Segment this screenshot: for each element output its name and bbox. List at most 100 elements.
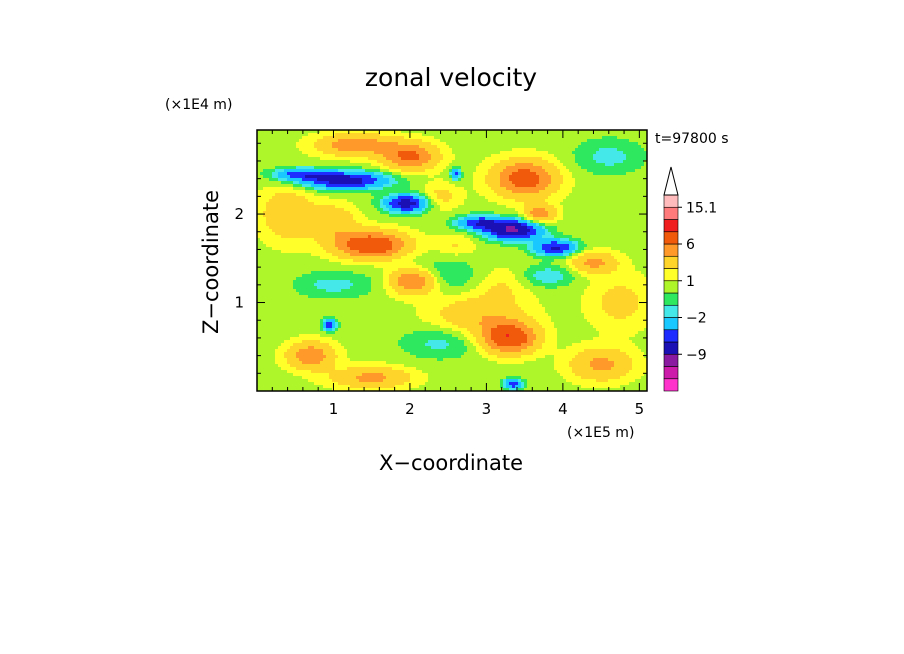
field-cell (632, 205, 636, 209)
field-cell (314, 151, 318, 155)
field-cell (362, 145, 366, 149)
field-cell (383, 142, 387, 146)
field-cell (632, 154, 636, 158)
field-cell (338, 148, 342, 152)
field-cell (578, 235, 582, 239)
field-cell (434, 166, 438, 170)
field-cell (413, 217, 417, 221)
field-cell (554, 238, 558, 242)
field-cell (350, 238, 354, 242)
field-cell (440, 139, 444, 143)
field-cell (392, 169, 396, 173)
field-cell (335, 190, 339, 194)
field-cell (380, 205, 384, 209)
field-cell (569, 139, 573, 143)
field-cell (455, 154, 459, 158)
field-cell (443, 166, 447, 170)
field-cell (536, 232, 540, 236)
field-cell (452, 199, 456, 203)
field-cell (275, 178, 279, 182)
field-cell (473, 205, 477, 209)
field-cell (476, 226, 480, 230)
field-cell (443, 202, 447, 206)
field-cell (299, 232, 303, 236)
field-cell (392, 142, 396, 146)
field-cell (287, 187, 291, 191)
field-cell (506, 241, 510, 245)
field-cell (452, 160, 456, 164)
field-cell (638, 232, 642, 236)
field-cell (341, 208, 345, 212)
field-cell (392, 133, 396, 137)
field-cell (257, 169, 261, 173)
field-cell (455, 148, 459, 152)
field-cell (341, 148, 345, 152)
field-cell (560, 166, 564, 170)
field-cell (638, 166, 642, 170)
field-cell (305, 157, 309, 161)
field-cell (644, 226, 647, 230)
field-cell (386, 160, 390, 164)
field-cell (581, 205, 585, 209)
field-cell (299, 139, 303, 143)
field-cell (563, 220, 567, 224)
field-cell (500, 160, 504, 164)
field-cell (269, 178, 273, 182)
field-cell (581, 172, 585, 176)
field-cell (356, 229, 360, 233)
field-cell (416, 133, 420, 137)
field-cell (383, 169, 387, 173)
field-cell (308, 172, 312, 176)
field-cell (419, 184, 423, 188)
field-cell (515, 136, 519, 140)
field-cell (497, 226, 501, 230)
field-cell (404, 184, 408, 188)
field-cell (359, 130, 363, 134)
field-cell (440, 241, 444, 245)
field-cell (572, 181, 576, 185)
field-cell (278, 211, 282, 215)
field-cell (299, 142, 303, 146)
field-cell (422, 241, 426, 245)
field-cell (500, 211, 504, 215)
field-cell (644, 214, 647, 218)
field-cell (293, 187, 297, 191)
field-cell (533, 133, 537, 137)
field-cell (446, 235, 450, 239)
field-cell (302, 139, 306, 143)
field-cell (641, 229, 645, 233)
field-cell (509, 139, 513, 143)
field-cell (314, 238, 318, 242)
field-cell (425, 190, 429, 194)
field-cell (629, 133, 633, 137)
field-cell (581, 196, 585, 200)
field-cell (455, 193, 459, 197)
field-cell (644, 178, 647, 182)
field-cell (287, 220, 291, 224)
field-cell (392, 202, 396, 206)
field-cell (293, 133, 297, 137)
field-cell (275, 235, 279, 239)
field-cell (560, 145, 564, 149)
field-cell (608, 172, 612, 176)
field-cell (515, 205, 519, 209)
field-cell (434, 169, 438, 173)
field-cell (332, 190, 336, 194)
field-cell (539, 226, 543, 230)
field-cell (311, 208, 315, 212)
field-cell (305, 223, 309, 227)
field-cell (608, 190, 612, 194)
field-cell (446, 193, 450, 197)
field-cell (413, 157, 417, 161)
field-cell (470, 241, 474, 245)
field-cell (461, 142, 465, 146)
field-cell (260, 229, 264, 233)
field-cell (407, 157, 411, 161)
field-cell (515, 139, 519, 143)
field-cell (392, 244, 396, 248)
field-cell (371, 208, 375, 212)
field-cell (608, 145, 612, 149)
field-cell (335, 145, 339, 149)
field-cell (278, 226, 282, 230)
field-cell (296, 175, 300, 179)
